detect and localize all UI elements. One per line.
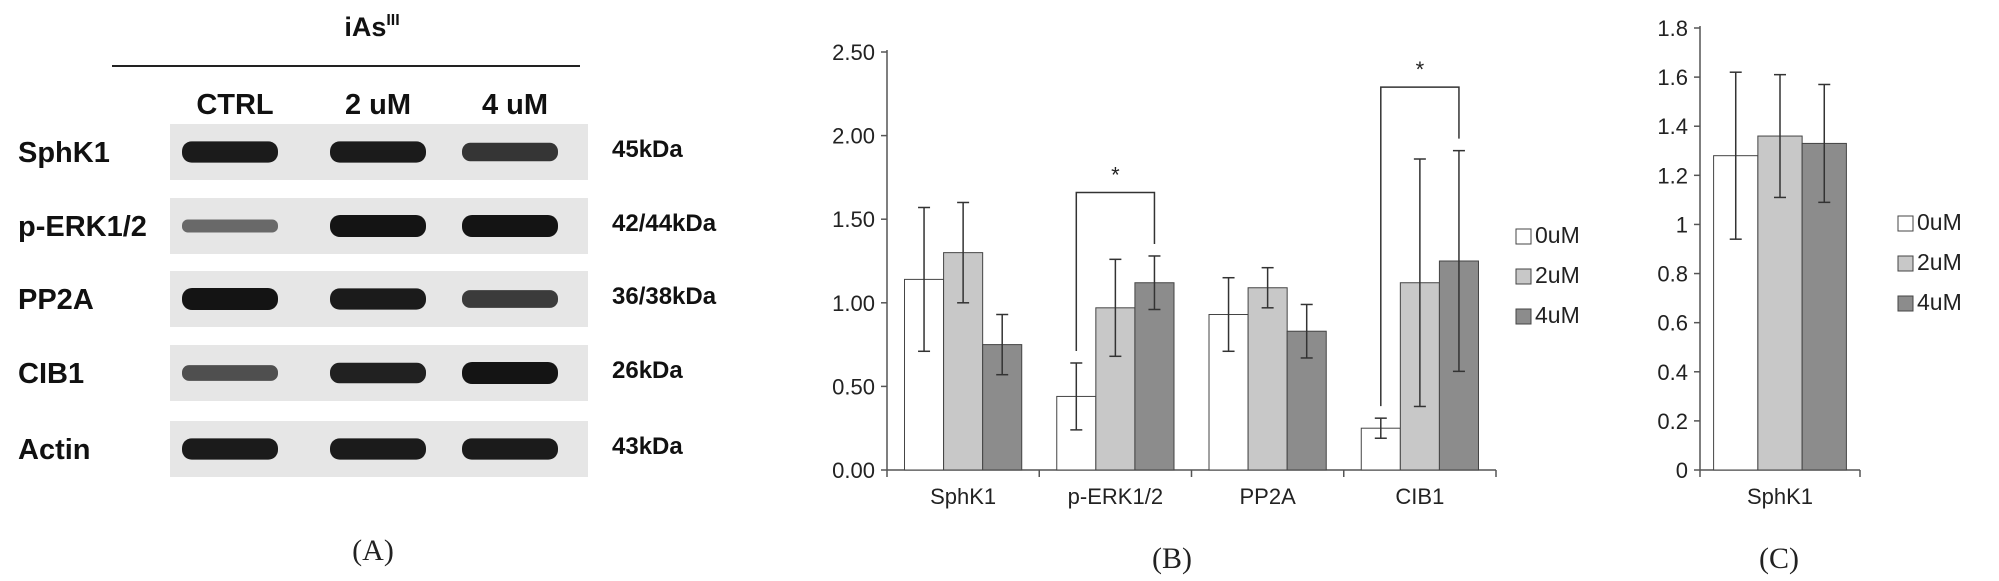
x-category-label: p-ERK1/2 [1068, 484, 1163, 509]
legend-label: 0uM [1535, 222, 1580, 248]
significance-star: * [1416, 57, 1425, 82]
blot-band [330, 288, 426, 310]
blot-band [182, 141, 278, 163]
legend-swatch [1515, 268, 1532, 285]
blot-band [330, 362, 426, 384]
y-tick-label: 0.6 [1657, 311, 1688, 336]
protein-label: PP2A [18, 284, 94, 316]
protein-label: SphK1 [18, 137, 110, 169]
caption-a: (A) [352, 534, 394, 567]
blot-band [182, 365, 278, 381]
y-tick-label: 0.4 [1657, 360, 1688, 385]
blot-band [462, 142, 558, 162]
lane-label-ctrl: CTRL [196, 89, 273, 121]
significance-bracket [1380, 86, 1460, 407]
lane-label-2um: 2 uM [345, 89, 411, 121]
legend-swatch [1897, 255, 1914, 272]
x-category-label: CIB1 [1395, 484, 1444, 509]
bar [1134, 282, 1175, 471]
x-category-label: PP2A [1239, 484, 1296, 509]
legend-label: 2uM [1535, 262, 1580, 288]
blot-band [462, 215, 558, 237]
blot-band [462, 438, 558, 460]
panel-c-bar-chart: 0 0.2 0.4 0.6 0.8 1 1.2 1.4 1.6 1.8 SphK1 0uM 2uM 4uM… [1657, 16, 1961, 575]
legend-label: 0uM [1917, 209, 1962, 235]
blot-row: Actin 43kDa [18, 421, 683, 477]
legend-swatch [1897, 215, 1914, 232]
y-tick-label: 1.6 [1657, 65, 1688, 90]
significance-bracket [1075, 191, 1156, 351]
panel-a-western-blot: iAsIII CTRL 2 uM 4 uM SphK1 45kDa p-ERK1/2… [18, 12, 717, 567]
legend-swatch [1515, 228, 1532, 245]
blot-band [182, 288, 278, 310]
molecular-weight-label: 26kDa [612, 357, 683, 384]
y-tick-label: 1.00 [832, 291, 875, 316]
y-tick-label: 0 [1676, 458, 1688, 483]
blot-row: PP2A 36/38kDa [18, 271, 717, 327]
blot-band [330, 438, 426, 460]
legend-swatch [1515, 308, 1532, 325]
blot-row: SphK1 45kDa [18, 124, 683, 180]
legend-swatch [1897, 295, 1914, 312]
panel-caption: (C) [1759, 542, 1799, 575]
protein-label: Actin [18, 434, 91, 466]
treatment-label-text: iAs [344, 12, 386, 42]
blot-band [462, 362, 558, 384]
protein-label: CIB1 [18, 358, 84, 390]
molecular-weight-label: 45kDa [612, 136, 683, 163]
y-tick-label: 0.50 [832, 374, 875, 399]
molecular-weight-label: 43kDa [612, 433, 683, 460]
blot-band [462, 290, 558, 308]
blot-row: CIB1 26kDa [18, 345, 683, 401]
blot-rows: SphK1 45kDa p-ERK1/2 42/44kDa PP2A 36/38kDa CI… [18, 124, 717, 477]
lane-label-4um: 4 uM [482, 89, 548, 121]
blot-band [182, 219, 278, 233]
molecular-weight-label: 42/44kDa [612, 210, 717, 237]
y-tick-label: 1.50 [832, 207, 875, 232]
x-category-label: SphK1 [930, 484, 996, 509]
blot-row: p-ERK1/2 42/44kDa [18, 198, 717, 254]
protein-label: p-ERK1/2 [18, 211, 147, 243]
blot-band [182, 438, 278, 460]
treatment-label: iAsIII [344, 12, 399, 42]
bar [1247, 287, 1288, 471]
significance-star: * [1111, 162, 1120, 187]
panel-b-bar-chart: 0.00 0.50 1.00 1.50 2.00 2.50 SphK1 p-ERK1/2 PP2… [832, 40, 1580, 575]
y-tick-label: 1.2 [1657, 163, 1688, 188]
legend-label: 4uM [1535, 302, 1580, 328]
molecular-weight-label: 36/38kDa [612, 283, 717, 310]
y-tick-label: 1.4 [1657, 114, 1688, 139]
legend-label: 2uM [1917, 249, 1962, 275]
y-tick-label: 0.00 [832, 458, 875, 483]
panel-caption: (B) [1152, 542, 1192, 575]
y-tick-label: 1.8 [1657, 16, 1688, 41]
y-tick-label: 2.00 [832, 124, 875, 149]
y-tick-label: 0.8 [1657, 262, 1688, 287]
y-tick-label: 2.50 [832, 40, 875, 65]
blot-band [330, 215, 426, 237]
blot-band [330, 141, 426, 163]
legend-label: 4uM [1917, 289, 1962, 315]
treatment-label-superscript: III [386, 12, 399, 29]
y-tick-label: 0.2 [1657, 409, 1688, 434]
x-category-label: SphK1 [1747, 484, 1813, 509]
y-tick-label: 1 [1676, 212, 1688, 237]
